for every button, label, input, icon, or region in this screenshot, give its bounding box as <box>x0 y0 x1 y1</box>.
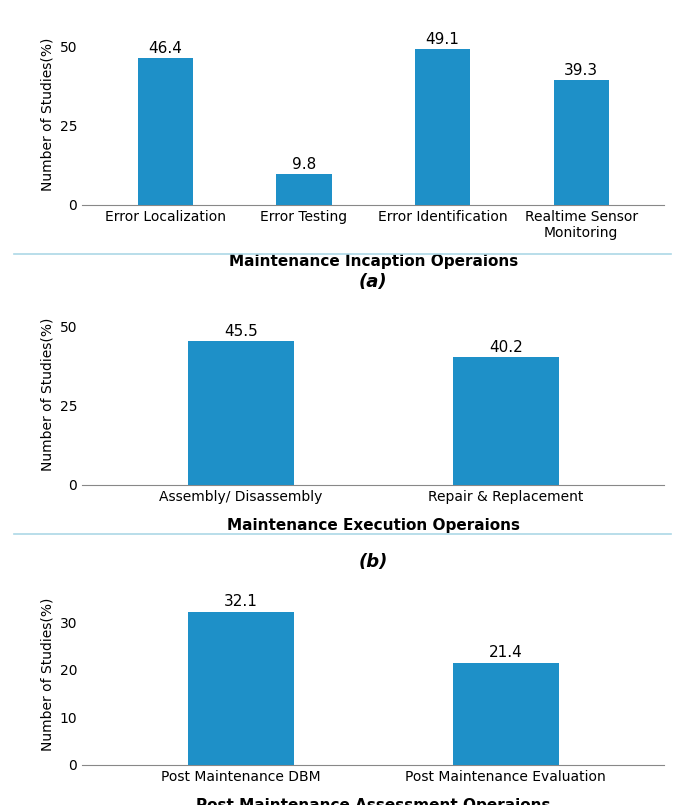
Bar <box>415 49 471 204</box>
Text: 45.5: 45.5 <box>224 324 258 339</box>
Bar <box>188 341 294 485</box>
Text: (a): (a) <box>359 274 388 291</box>
Text: 46.4: 46.4 <box>149 41 182 56</box>
Bar <box>276 174 332 204</box>
Text: 39.3: 39.3 <box>564 64 598 78</box>
Text: 9.8: 9.8 <box>292 157 316 171</box>
Text: 21.4: 21.4 <box>489 645 523 660</box>
Y-axis label: Number of Studies(%): Number of Studies(%) <box>40 318 54 471</box>
Bar <box>138 58 193 204</box>
Y-axis label: Number of Studies(%): Number of Studies(%) <box>40 598 54 751</box>
Bar <box>453 357 558 485</box>
Bar <box>453 663 558 765</box>
X-axis label: Maintenance Execution Operaions: Maintenance Execution Operaions <box>227 518 520 533</box>
Bar <box>553 80 609 204</box>
Text: 49.1: 49.1 <box>425 32 460 47</box>
Bar <box>188 612 294 765</box>
X-axis label: Maintenance Incaption Operaions: Maintenance Incaption Operaions <box>229 254 518 269</box>
X-axis label: Post Maintenance Assessment Operaions: Post Maintenance Assessment Operaions <box>196 798 551 805</box>
Text: (b): (b) <box>359 553 388 572</box>
Text: 40.2: 40.2 <box>489 341 523 356</box>
Text: 32.1: 32.1 <box>224 594 258 609</box>
Y-axis label: Number of Studies(%): Number of Studies(%) <box>40 38 54 191</box>
